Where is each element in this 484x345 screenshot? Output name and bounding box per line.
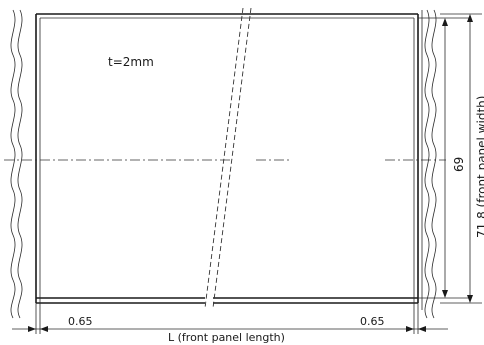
- dim-right-margin-label: 0.65: [360, 315, 385, 328]
- dim-length-label: L (front panel length): [168, 331, 285, 344]
- panel-outline: [35, 10, 423, 310]
- right-break-lines: [424, 9, 437, 319]
- dim-inner-height: [418, 17, 470, 299]
- dim-outer-height: [440, 13, 482, 304]
- thickness-note: t=2mm: [108, 55, 154, 69]
- dim-outer-height-label: 71.8 (front panel width): [475, 96, 484, 238]
- dim-left-margin-label: 0.65: [68, 315, 93, 328]
- panel-break-gap: [204, 7, 252, 309]
- dim-length: [12, 298, 448, 334]
- dim-inner-height-label: 69: [452, 157, 466, 172]
- left-break-lines: [10, 9, 23, 319]
